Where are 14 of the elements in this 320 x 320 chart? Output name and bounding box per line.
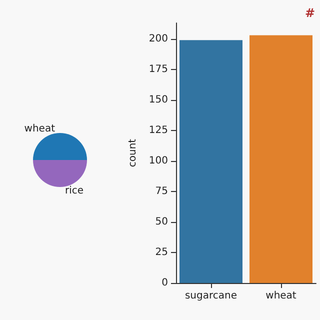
y-tick-label: 50 — [155, 216, 168, 228]
y-tick-label: 125 — [148, 124, 168, 136]
y-tick-label: 0 — [162, 278, 168, 288]
x-tick-label: sugarcane — [184, 290, 238, 302]
slice-label: wheat — [24, 124, 56, 134]
y-axis-title: count — [128, 138, 138, 168]
y-tick-label: 175 — [148, 64, 168, 75]
y-tick-label: 200 — [148, 33, 168, 44]
y-tick-label: 100 — [148, 155, 168, 166]
slice-label: rice — [65, 186, 84, 196]
y-tick-label: 25 — [155, 246, 168, 258]
chart-title: # — [304, 6, 316, 20]
y-tick-label: 150 — [148, 94, 168, 106]
y-tick-label: 75 — [155, 186, 168, 197]
